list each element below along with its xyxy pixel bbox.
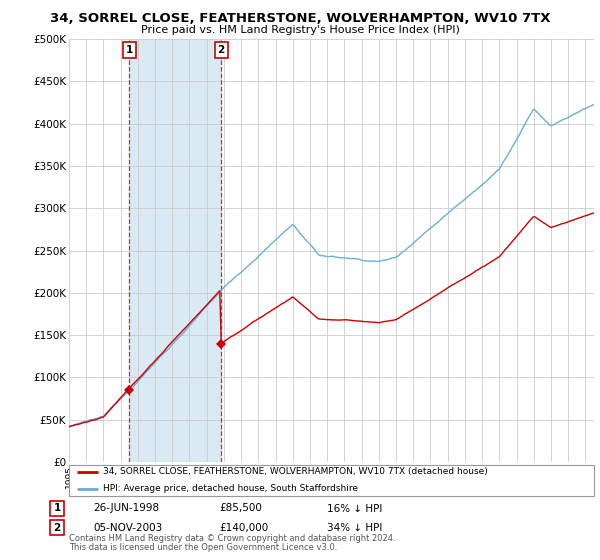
Text: 26-JUN-1998: 26-JUN-1998 — [93, 503, 159, 514]
Text: HPI: Average price, detached house, South Staffordshire: HPI: Average price, detached house, Sout… — [103, 484, 358, 493]
Text: 2: 2 — [218, 45, 225, 55]
Text: 2: 2 — [53, 522, 61, 533]
Text: £85,500: £85,500 — [219, 503, 262, 514]
FancyBboxPatch shape — [69, 465, 594, 496]
Text: 34, SORREL CLOSE, FEATHERSTONE, WOLVERHAMPTON, WV10 7TX (detached house): 34, SORREL CLOSE, FEATHERSTONE, WOLVERHA… — [103, 467, 488, 476]
Text: Price paid vs. HM Land Registry's House Price Index (HPI): Price paid vs. HM Land Registry's House … — [140, 25, 460, 35]
Text: 1: 1 — [53, 503, 61, 514]
Text: 05-NOV-2003: 05-NOV-2003 — [93, 522, 162, 533]
Text: 34% ↓ HPI: 34% ↓ HPI — [327, 522, 382, 533]
Text: This data is licensed under the Open Government Licence v3.0.: This data is licensed under the Open Gov… — [69, 543, 337, 552]
Text: 34, SORREL CLOSE, FEATHERSTONE, WOLVERHAMPTON, WV10 7TX: 34, SORREL CLOSE, FEATHERSTONE, WOLVERHA… — [50, 12, 550, 25]
Bar — [129, 39, 221, 462]
Text: 1: 1 — [125, 45, 133, 55]
Text: Contains HM Land Registry data © Crown copyright and database right 2024.: Contains HM Land Registry data © Crown c… — [69, 534, 395, 543]
Text: £140,000: £140,000 — [219, 522, 268, 533]
Text: 16% ↓ HPI: 16% ↓ HPI — [327, 503, 382, 514]
